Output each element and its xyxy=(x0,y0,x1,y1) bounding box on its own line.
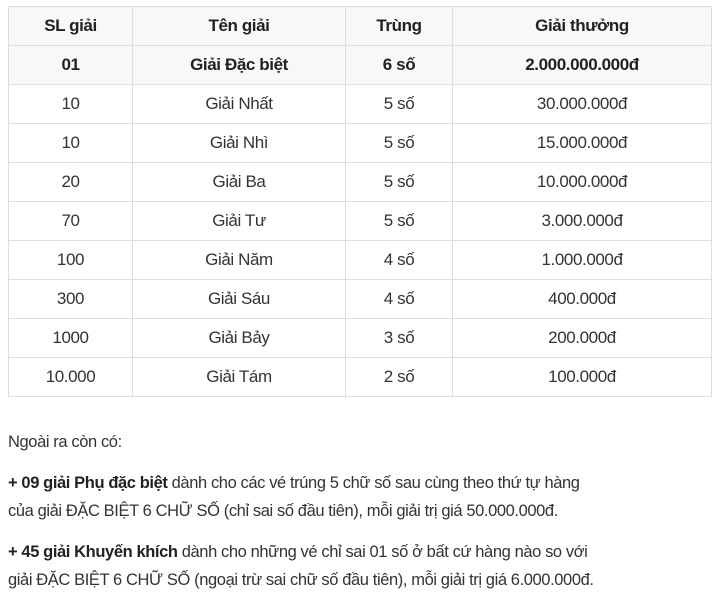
cell-quantity: 10 xyxy=(8,123,133,163)
notes: Ngoài ra còn có: + 09 giải Phụ đặc biệt … xyxy=(8,428,594,607)
cell-match: 2 số xyxy=(345,357,453,397)
note-text: dành cho những vé chỉ sai 01 số ở bất cứ… xyxy=(177,543,588,561)
cell-match: 5 số xyxy=(345,123,453,163)
table-row: 10 Giải Nhì 5 số 15.000.000đ xyxy=(8,123,712,163)
cell-prize-name: Giải Nhất xyxy=(132,84,346,124)
cell-prize-value: 400.000đ xyxy=(452,279,712,319)
cell-match: 5 số xyxy=(345,201,453,241)
cell-prize-name: Giải Nhì xyxy=(132,123,346,163)
header-prize-name: Tên giải xyxy=(132,6,346,46)
cell-match: 3 số xyxy=(345,318,453,358)
cell-prize-value: 200.000đ xyxy=(452,318,712,358)
table-row: 10 Giải Nhất 5 số 30.000.000đ xyxy=(8,84,712,124)
cell-prize-name: Giải Tám xyxy=(132,357,346,397)
cell-quantity: 100 xyxy=(8,240,133,280)
cell-prize-name: Giải Sáu xyxy=(132,279,346,319)
cell-quantity: 01 xyxy=(8,45,133,85)
cell-quantity: 20 xyxy=(8,162,133,202)
cell-quantity: 10.000 xyxy=(8,357,133,397)
table-header: SL giải Tên giải Trùng Giải thưởng xyxy=(8,6,712,46)
cell-prize-value: 2.000.000.000đ xyxy=(452,45,712,85)
cell-prize-name: Giải Đặc biệt xyxy=(132,45,346,85)
note-bold: + 09 giải Phụ đặc biệt xyxy=(8,474,168,492)
cell-prize-name: Giải Ba xyxy=(132,162,346,202)
cell-match: 5 số xyxy=(345,162,453,202)
cell-prize-value: 100.000đ xyxy=(452,357,712,397)
cell-quantity: 10 xyxy=(8,84,133,124)
cell-prize-name: Giải Tư xyxy=(132,201,346,241)
cell-match: 6 số xyxy=(345,45,453,85)
note-item-special-sub: + 09 giải Phụ đặc biệt dành cho các vé t… xyxy=(8,469,594,525)
note-item-consolation: + 45 giải Khuyến khích dành cho những vé… xyxy=(8,538,594,594)
cell-quantity: 1000 xyxy=(8,318,133,358)
table-row: 300 Giải Sáu 4 số 400.000đ xyxy=(8,279,712,319)
table-row: 01 Giải Đặc biệt 6 số 2.000.000.000đ xyxy=(8,45,712,85)
notes-intro: Ngoài ra còn có: xyxy=(8,433,122,451)
cell-prize-name: Giải Bảy xyxy=(132,318,346,358)
header-match: Trùng xyxy=(345,6,453,46)
table-row: 100 Giải Năm 4 số 1.000.000đ xyxy=(8,240,712,280)
header-quantity: SL giải xyxy=(8,6,133,46)
cell-prize-value: 30.000.000đ xyxy=(452,84,712,124)
note-text: giải ĐẶC BIỆT 6 CHỮ SỐ (ngoại trừ sai ch… xyxy=(8,571,594,589)
cell-prize-value: 1.000.000đ xyxy=(452,240,712,280)
table-row: 20 Giải Ba 5 số 10.000.000đ xyxy=(8,162,712,202)
cell-prize-name: Giải Năm xyxy=(132,240,346,280)
table-row: 10.000 Giải Tám 2 số 100.000đ xyxy=(8,357,712,397)
cell-prize-value: 3.000.000đ xyxy=(452,201,712,241)
header-prize-value: Giải thưởng xyxy=(452,6,712,46)
note-text: dành cho các vé trúng 5 chữ số sau cùng … xyxy=(167,474,580,492)
cell-match: 5 số xyxy=(345,84,453,124)
note-bold: + 45 giải Khuyến khích xyxy=(8,543,178,561)
prize-table: SL giải Tên giải Trùng Giải thưởng 01 Giả… xyxy=(8,6,712,397)
note-text: của giải ĐẶC BIỆT 6 CHỮ SỐ (chỉ sai số đ… xyxy=(8,502,558,520)
table-row: 70 Giải Tư 5 số 3.000.000đ xyxy=(8,201,712,241)
cell-quantity: 70 xyxy=(8,201,133,241)
cell-match: 4 số xyxy=(345,279,453,319)
cell-quantity: 300 xyxy=(8,279,133,319)
cell-prize-value: 10.000.000đ xyxy=(452,162,712,202)
cell-match: 4 số xyxy=(345,240,453,280)
cell-prize-value: 15.000.000đ xyxy=(452,123,712,163)
table-row: 1000 Giải Bảy 3 số 200.000đ xyxy=(8,318,712,358)
